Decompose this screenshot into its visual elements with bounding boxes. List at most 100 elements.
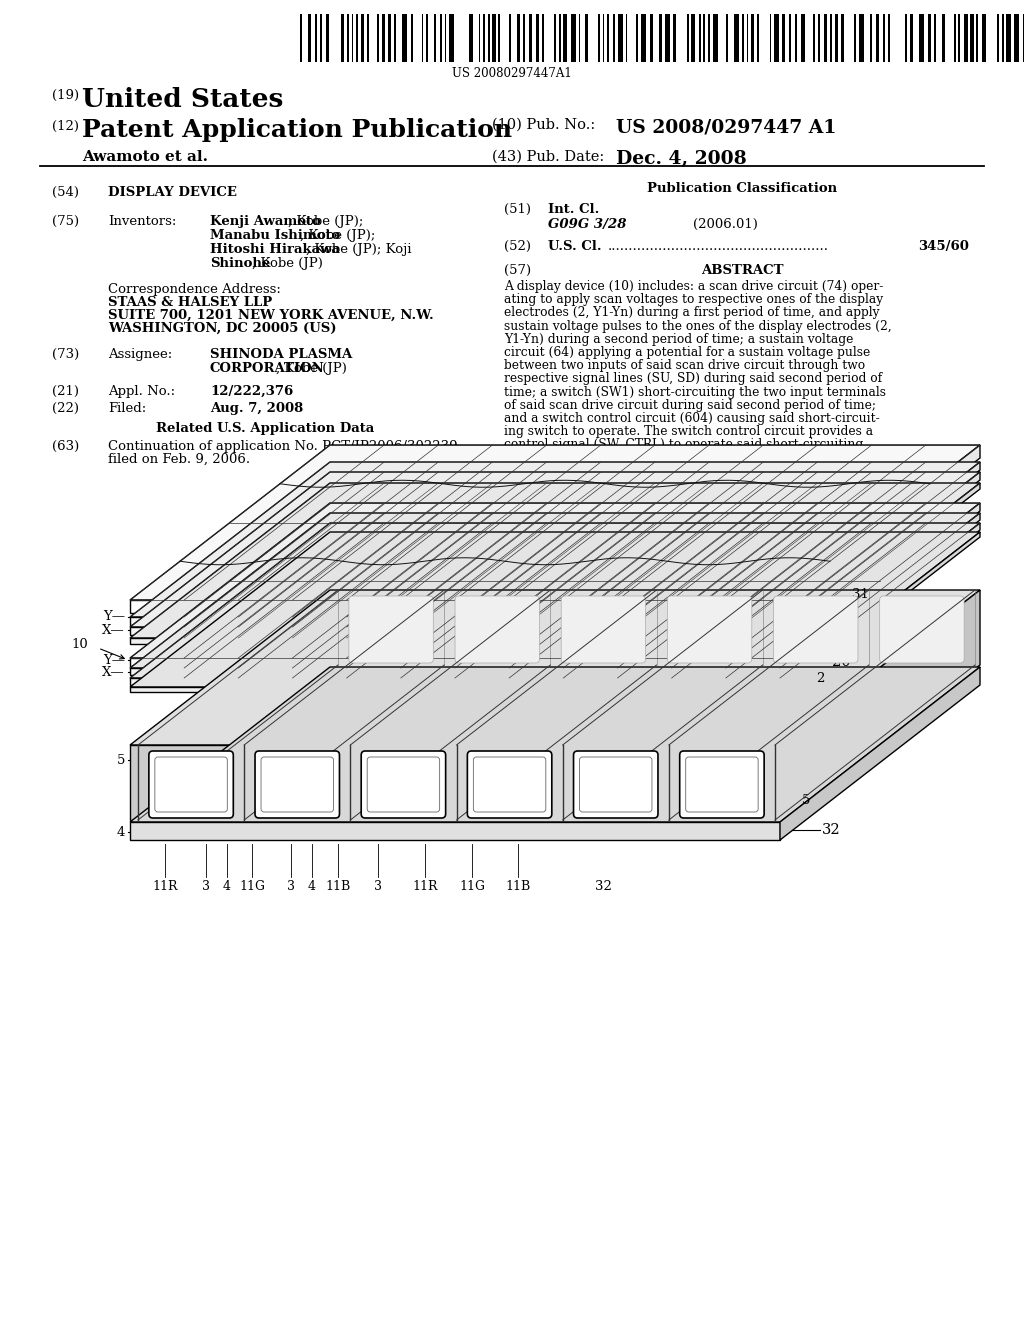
Polygon shape [780, 473, 980, 635]
Text: 4: 4 [223, 880, 231, 894]
Bar [499, 15, 500, 62]
Text: (2006.01): (2006.01) [693, 218, 758, 231]
Text: circuit (64) applying a potential for a sustain voltage pulse: circuit (64) applying a potential for a … [504, 346, 870, 359]
Bar [487, 15, 489, 62]
Bar [345, 15, 346, 62]
Bar [968, 15, 970, 62]
Bar [302, 15, 307, 62]
Bar [936, 15, 941, 62]
Bar [767, 15, 769, 62]
Bar [659, 15, 663, 62]
Bar [455, 15, 458, 62]
Text: Y—: Y— [103, 610, 125, 623]
Polygon shape [780, 667, 980, 840]
Bar [365, 15, 367, 62]
Bar [646, 15, 649, 62]
Bar [907, 15, 909, 62]
Bar [490, 15, 492, 62]
Bar [496, 15, 498, 62]
Bar [1014, 15, 1019, 62]
Bar [485, 15, 487, 62]
Text: Publication Classification: Publication Classification [647, 182, 837, 195]
Bar [639, 15, 640, 62]
Text: 11B: 11B [326, 880, 350, 894]
Bar [1012, 15, 1014, 62]
Text: , Kobe (JP): , Kobe (JP) [252, 257, 323, 271]
Bar [509, 15, 511, 62]
Text: (43) Pub. Date:: (43) Pub. Date: [492, 150, 604, 164]
Bar [607, 15, 609, 62]
FancyBboxPatch shape [573, 751, 658, 818]
Bar [953, 15, 955, 62]
Bar [517, 15, 520, 62]
Bar [770, 15, 771, 62]
FancyBboxPatch shape [880, 597, 965, 663]
Text: 11R: 11R [153, 880, 178, 894]
Polygon shape [130, 513, 980, 668]
Bar [367, 15, 369, 62]
Bar [698, 15, 700, 62]
FancyBboxPatch shape [668, 597, 752, 663]
Text: Assignee:: Assignee: [108, 348, 172, 360]
Bar [442, 15, 444, 62]
Bar [711, 15, 712, 62]
Bar [493, 15, 496, 62]
Bar [570, 15, 575, 62]
Text: control signal (SW_CTRL) to operate said short-circuiting: control signal (SW_CTRL) to operate said… [504, 438, 863, 451]
Bar [579, 15, 581, 62]
Bar [424, 15, 426, 62]
Bar [503, 15, 505, 62]
Bar [450, 15, 455, 62]
Bar [444, 15, 446, 62]
Bar [888, 15, 890, 62]
Bar [859, 15, 864, 62]
Bar [977, 15, 978, 62]
Bar [830, 15, 831, 62]
Bar [481, 15, 482, 62]
Text: , Kobe (JP);: , Kobe (JP); [288, 215, 364, 228]
Text: 345/60: 345/60 [918, 240, 969, 253]
Bar [354, 15, 355, 62]
Bar [523, 15, 524, 62]
FancyBboxPatch shape [148, 751, 233, 818]
Bar [422, 15, 423, 62]
Bar [436, 15, 439, 62]
Bar [636, 15, 638, 62]
Text: 10: 10 [72, 639, 88, 652]
Bar [426, 15, 428, 62]
Bar [596, 15, 597, 62]
Bar [854, 15, 856, 62]
Text: 11R: 11R [413, 880, 437, 894]
Bar [774, 15, 779, 62]
Text: Patent Application Publication: Patent Application Publication [82, 117, 512, 143]
Text: filed on Feb. 9, 2006.: filed on Feb. 9, 2006. [108, 453, 250, 466]
Text: Aug. 7, 2008: Aug. 7, 2008 [210, 403, 303, 414]
Polygon shape [130, 638, 780, 644]
Bar [782, 15, 785, 62]
Bar [870, 15, 871, 62]
Text: X—: X— [102, 665, 125, 678]
Bar [790, 15, 792, 62]
Text: Hitoshi Hirakawa: Hitoshi Hirakawa [210, 243, 340, 256]
Bar [734, 15, 739, 62]
Bar [932, 15, 934, 62]
Bar [626, 15, 628, 62]
Bar [478, 15, 480, 62]
Bar [374, 15, 377, 62]
Bar [942, 15, 945, 62]
Polygon shape [130, 657, 780, 667]
Bar [905, 15, 907, 62]
Bar [609, 15, 612, 62]
Text: Y1-Yn) during a second period of time; a sustain voltage: Y1-Yn) during a second period of time; a… [504, 333, 853, 346]
Bar [542, 15, 544, 62]
Text: Manabu Ishimoto: Manabu Ishimoto [210, 228, 340, 242]
Text: (54): (54) [52, 186, 79, 199]
Bar [567, 15, 570, 62]
Bar [726, 15, 728, 62]
Polygon shape [130, 601, 780, 612]
Bar [351, 15, 353, 62]
Bar [805, 15, 807, 62]
Bar [577, 15, 579, 62]
Bar [997, 15, 999, 62]
FancyBboxPatch shape [255, 751, 340, 818]
